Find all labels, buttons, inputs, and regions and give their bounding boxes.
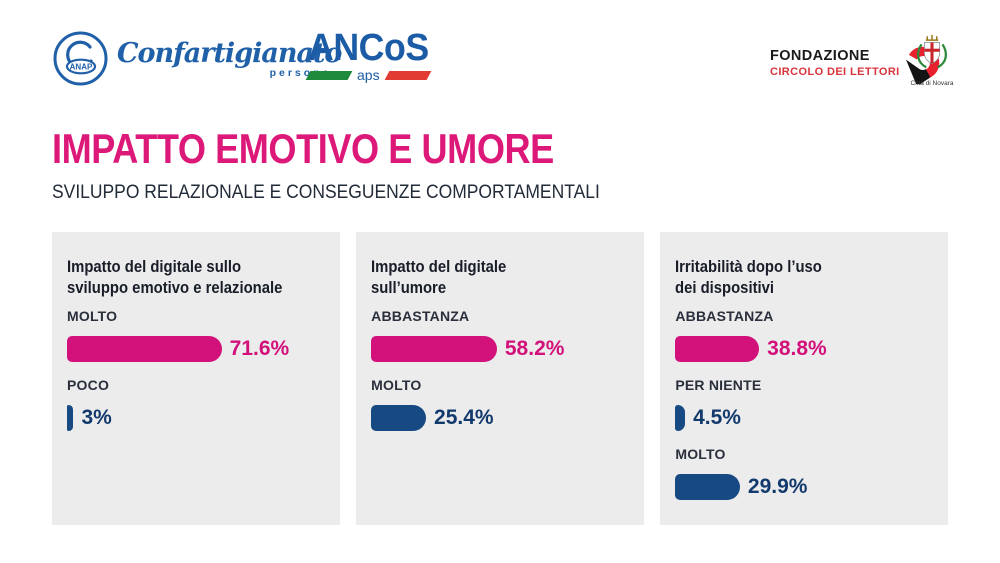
panel-title: Impatto del digitale sullo sviluppo emot… (67, 258, 283, 297)
panel-title: Irritabilità dopo l’uso dei dispositivi (675, 258, 823, 297)
bar-value-label: 58.2% (504, 337, 565, 360)
bar-value-label: 29.9% (747, 475, 808, 498)
ancos-flag-green-bar (305, 70, 353, 80)
page-title: IMPATTO EMOTIVO E UMORE (52, 125, 554, 172)
bar-row: 71.6% (67, 336, 325, 362)
novara-coat-of-arms-icon (916, 34, 948, 69)
fondazione-wordmark: FONDAZIONE (770, 48, 870, 64)
bar-value-label: 4.5% (693, 406, 741, 429)
bar-category-label: PER NIENTE (675, 377, 762, 393)
bar-value-label: 38.8% (767, 337, 827, 360)
bar (675, 405, 686, 431)
ancos-flag-red-bar (384, 70, 431, 80)
bar-category-label: ABBASTANZA (371, 308, 470, 324)
ancos-wordmark: ANCoS (308, 27, 429, 69)
bar (675, 474, 740, 500)
anap-confartigianato-logo: ANAP Confartigianato persone (52, 30, 342, 87)
header-logo-row: ANAP Confartigianato persone ANCoS aps F… (0, 0, 1000, 100)
bar-category-label: MOLTO (67, 308, 118, 324)
bar-category-label: MOLTO (371, 377, 422, 393)
bar (67, 405, 74, 431)
circolo-dei-lettori-label: CIRCOLO DEI LETTORI (770, 66, 900, 78)
bar (371, 405, 427, 431)
bar (67, 336, 222, 362)
bar-category-label: POCO (67, 377, 110, 393)
bar-row: 58.2% (371, 336, 629, 362)
bar-chart-panel: Irritabilità dopo l’uso dei dispositivi A… (660, 232, 949, 525)
bar-row: 3% (67, 405, 325, 431)
page-subtitle: SVILUPPO RELAZIONALE E CONSEGUENZE COMPO… (52, 182, 600, 203)
ancos-sub-label: aps (357, 67, 380, 83)
bar-value-label: 3% (81, 406, 112, 429)
anap-circle-icon: ANAP (53, 31, 108, 86)
panel-title: Impatto del digitale sull’umore (371, 258, 507, 297)
citta-di-novara-logo: Città di Novara (910, 32, 954, 87)
anap-badge-text: ANAP (70, 63, 93, 72)
bar (675, 336, 760, 362)
confartigianato-wordmark: Confartigianato (117, 37, 342, 69)
bar-chart-panel: Impatto del digitale sullo sviluppo emot… (52, 232, 340, 525)
bar-value-label: 25.4% (434, 406, 494, 429)
novara-caption: Città di Novara (910, 80, 954, 87)
bar-row: 25.4% (371, 405, 629, 431)
bar-row: 29.9% (675, 474, 933, 500)
chart-panels-row: Impatto del digitale sullo sviluppo emot… (52, 232, 949, 525)
fondazione-circolo-lettori-logo: FONDAZIONE CIRCOLO DEI LETTORI (770, 42, 940, 84)
bar-category-label: ABBASTANZA (675, 308, 774, 324)
bar (371, 336, 497, 362)
bar-chart-panel: Impatto del digitale sull’umore ABBASTANZ… (356, 232, 644, 525)
bar-row: 4.5% (675, 405, 933, 431)
bar-category-label: MOLTO (675, 446, 726, 462)
ancos-logo: ANCoS aps (305, 27, 438, 83)
bar-row: 38.8% (675, 336, 933, 362)
bar-value-label: 71.6% (229, 337, 290, 360)
